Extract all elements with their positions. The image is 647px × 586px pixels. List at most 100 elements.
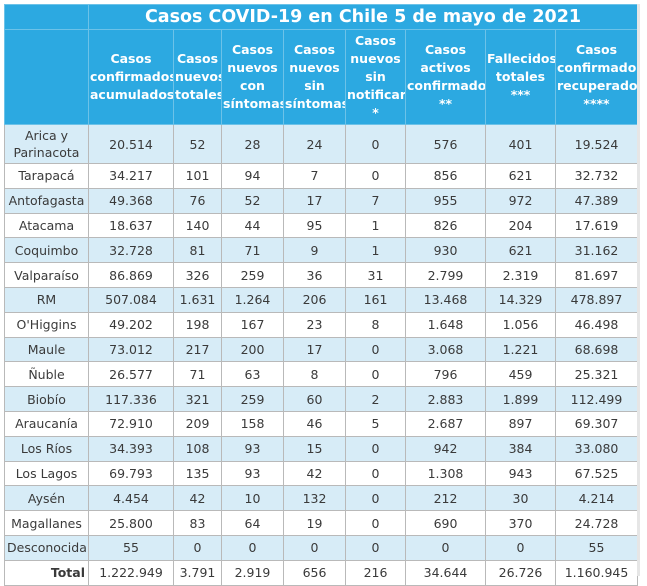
table-cell: 856 [405, 163, 486, 189]
table-row: Arica y Parinacota 20.514 52 28 24 0 576 401 19.… [4, 124, 638, 164]
column-header-row: Casos confirmados acumulados Casos nuevos… [4, 29, 638, 125]
table-cell: 55 [88, 534, 174, 561]
table-cell: 200 [221, 336, 284, 363]
table-cell: 7 [345, 187, 406, 214]
table-cell: 621 [485, 237, 556, 264]
table-cell: 49.368 [88, 187, 174, 214]
table-cell: 18.637 [88, 212, 174, 239]
table-cell: 0 [345, 485, 406, 512]
table-cell: 3.068 [405, 336, 486, 363]
table-cell: 13.468 [405, 286, 486, 313]
table-row: Ñuble 26.577 71 63 8 0 796 459 25.321 [4, 361, 638, 388]
table-cell: 0 [485, 534, 556, 561]
table-cell: 9 [283, 237, 346, 264]
table-cell: 0 [345, 361, 406, 388]
table-row: Biobío 117.336 321 259 60 2 2.883 1.899 112.499 [4, 386, 638, 412]
table-title: Casos COVID-19 en Chile 5 de mayo de 202… [88, 4, 638, 30]
table-row: Antofagasta 49.368 76 52 17 7 955 972 47.389 [4, 187, 638, 214]
table-cell: 167 [221, 311, 284, 338]
table-cell: 71 [221, 237, 284, 264]
table-cell: 158 [221, 410, 284, 437]
table-cell: 24 [283, 124, 346, 164]
region-name: Biobío [4, 386, 89, 412]
table-row: Magallanes 25.800 83 64 19 0 690 370 24.728 [4, 510, 638, 536]
table-cell: 44 [221, 212, 284, 239]
table-cell: 943 [485, 460, 556, 487]
region-name: Atacama [4, 212, 89, 239]
region-name: Maule [4, 336, 89, 363]
table-cell: 19 [283, 510, 346, 536]
table-cell: 26.577 [88, 361, 174, 388]
table-cell: 30 [485, 485, 556, 512]
table-cell: 0 [345, 435, 406, 462]
table-cell: 5 [345, 410, 406, 437]
region-name: Desconocida [4, 534, 89, 561]
table-cell: 69.307 [555, 410, 638, 437]
region-name: Ñuble [4, 361, 89, 388]
table-cell: 478.897 [555, 286, 638, 313]
table-cell: 93 [221, 460, 284, 487]
table-cell: 46.498 [555, 311, 638, 338]
table-cell: 259 [221, 386, 284, 412]
table-cell: 15 [283, 435, 346, 462]
table-row: Tarapacá 34.217 101 94 7 0 856 621 32.732 [4, 163, 638, 189]
table-cell: 32.728 [88, 237, 174, 264]
table-row: Atacama 18.637 140 44 95 1 826 204 17.619 [4, 212, 638, 239]
table-row: Los Lagos 69.793 135 93 42 0 1.308 943 67.525 [4, 460, 638, 487]
table-cell: 72.910 [88, 410, 174, 437]
table-cell: 1 [345, 237, 406, 264]
table-cell: 1.899 [485, 386, 556, 412]
table-cell: 63 [221, 361, 284, 388]
table-cell: 19.524 [555, 124, 638, 164]
table-cell: 1.648 [405, 311, 486, 338]
table-cell: 17.619 [555, 212, 638, 239]
total-label: Total [4, 559, 89, 586]
column-header: Casos confirmados recuperados **** [555, 29, 638, 125]
table-cell: 2 [345, 386, 406, 412]
table-cell: 930 [405, 237, 486, 264]
table-cell: 0 [345, 534, 406, 561]
table-cell: 0 [283, 534, 346, 561]
table-cell: 0 [345, 336, 406, 363]
table-cell: 132 [283, 485, 346, 512]
table-cell: 83 [173, 510, 222, 536]
table-cell: 897 [485, 410, 556, 437]
table-cell: 384 [485, 435, 556, 462]
table-cell: 321 [173, 386, 222, 412]
table-cell: 46 [283, 410, 346, 437]
table-cell: 576 [405, 124, 486, 164]
total-cell: 26.726 [485, 559, 556, 586]
column-header: Casos nuevos sin notificar * [345, 29, 406, 125]
region-name: Valparaíso [4, 262, 89, 288]
table-cell: 198 [173, 311, 222, 338]
table-cell: 95 [283, 212, 346, 239]
table-cell: 4.454 [88, 485, 174, 512]
table-cell: 212 [405, 485, 486, 512]
table-cell: 8 [283, 361, 346, 388]
table-cell: 108 [173, 435, 222, 462]
table-cell: 94 [221, 163, 284, 189]
column-header: Casos activos confirmados ** [405, 29, 486, 125]
table-cell: 690 [405, 510, 486, 536]
table-row: Araucanía 72.910 209 158 46 5 2.687 897 69.307 [4, 410, 638, 437]
column-header: Fallecidos totales *** [485, 29, 556, 125]
table-cell: 42 [173, 485, 222, 512]
table-cell: 0 [345, 163, 406, 189]
region-name: Coquimbo [4, 237, 89, 264]
table-cell: 401 [485, 124, 556, 164]
table-cell: 17 [283, 187, 346, 214]
region-name: Aysén [4, 485, 89, 512]
table-cell: 81 [173, 237, 222, 264]
table-cell: 8 [345, 311, 406, 338]
table-row: Aysén 4.454 42 10 132 0 212 30 4.214 [4, 485, 638, 512]
table-cell: 52 [221, 187, 284, 214]
table-cell: 0 [221, 534, 284, 561]
table-cell: 0 [173, 534, 222, 561]
table-cell: 1.056 [485, 311, 556, 338]
table-cell: 20.514 [88, 124, 174, 164]
table-cell: 1.221 [485, 336, 556, 363]
table-cell: 0 [345, 510, 406, 536]
table-cell: 217 [173, 336, 222, 363]
region-name: Arica y Parinacota [4, 124, 89, 164]
table-cell: 10 [221, 485, 284, 512]
